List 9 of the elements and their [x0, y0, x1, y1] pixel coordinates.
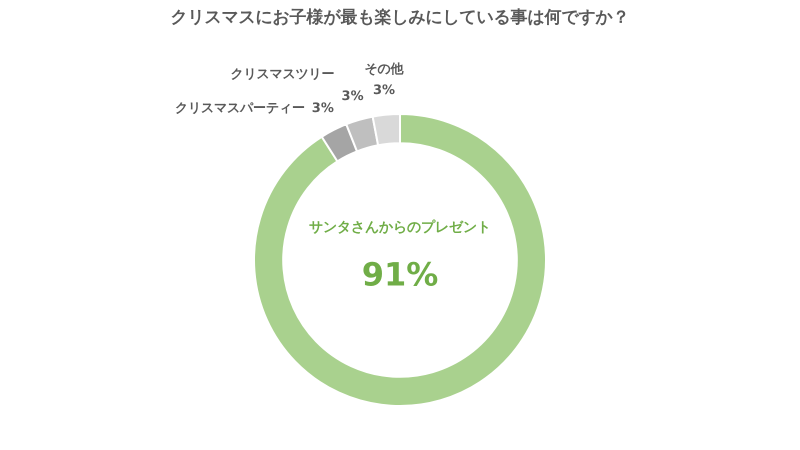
data-label: 3% [372, 83, 396, 98]
data-label: 3% [312, 100, 334, 116]
slice-label: サンタさんからのプレゼント [309, 218, 491, 236]
data-label: 91% [362, 255, 438, 294]
slice-label: その他 [364, 62, 404, 78]
slice-label: クリスマスツリー [230, 67, 335, 82]
data-label: 3% [342, 89, 364, 104]
chart-title: クリスマスにお子様が最も楽しみにしている事は何ですか？ [170, 7, 630, 28]
slice-label: クリスマスパーティー [174, 100, 305, 116]
